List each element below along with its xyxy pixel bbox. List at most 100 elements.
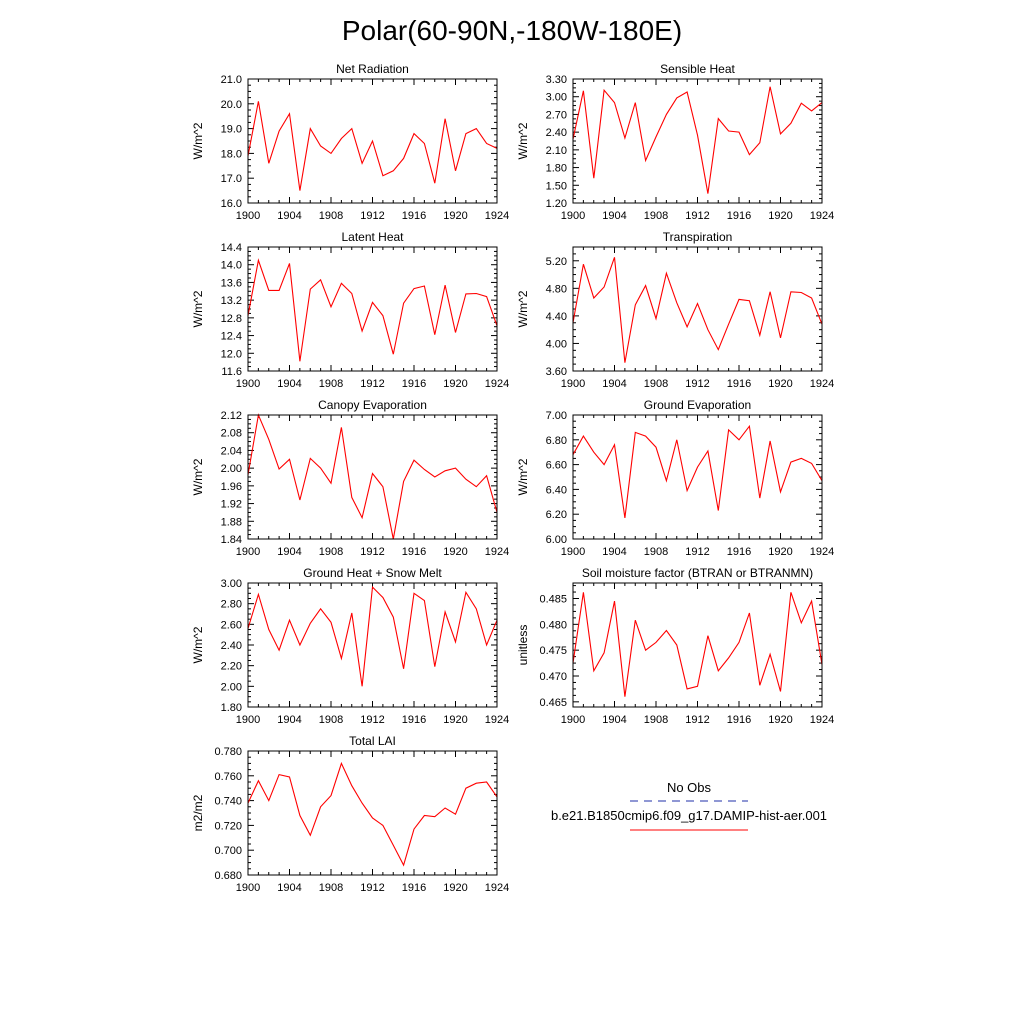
y-axis-label: W/m^2	[516, 290, 530, 327]
plot-frame	[572, 78, 823, 204]
plot-frame	[247, 246, 498, 372]
legend-label-obs: No Obs	[667, 780, 712, 795]
x-tick-label: 1912	[685, 714, 709, 726]
panel-1: Net Radiation W/m^2 1900 1904 1908 1912 1916 19…	[191, 62, 509, 222]
y-tick-label: 0.780	[214, 746, 242, 758]
y-tick-label: 0.760	[214, 771, 242, 783]
y-tick-label: 6.80	[546, 435, 567, 447]
y-tick-label: 3.00	[221, 578, 242, 590]
y-axis-label: W/m^2	[516, 122, 530, 159]
x-tick-label: 1912	[360, 882, 384, 894]
y-tick-label: 6.20	[546, 509, 567, 521]
y-tick-label: 2.80	[221, 599, 242, 611]
y-tick-label: 19.0	[221, 124, 242, 136]
series-line	[572, 257, 823, 363]
y-tick-label: 2.40	[221, 640, 242, 652]
panel-title: Ground Evaporation	[644, 398, 751, 412]
y-axis-label: W/m^2	[191, 458, 205, 495]
x-tick-label: 1908	[319, 210, 343, 222]
y-tick-label: 0.475	[539, 645, 567, 657]
x-tick-label: 1924	[485, 882, 509, 894]
y-tick-label: 0.465	[539, 697, 567, 709]
x-tick-label: 1916	[727, 210, 751, 222]
x-tick-label: 1912	[685, 210, 709, 222]
y-tick-label: 4.40	[546, 311, 567, 323]
panel-5: Canopy Evaporation W/m^2 1900 1904 1908 1912 1…	[191, 398, 509, 558]
y-axis-label: unitless	[516, 625, 530, 666]
y-tick-label: 3.30	[546, 74, 567, 86]
x-tick-label: 1920	[443, 882, 467, 894]
y-tick-label: 1.80	[546, 163, 567, 175]
x-tick-label: 1916	[402, 378, 426, 390]
y-tick-label: 21.0	[221, 74, 242, 86]
x-tick-label: 1908	[644, 378, 668, 390]
x-tick-label: 1916	[727, 714, 751, 726]
x-tick-label: 1924	[810, 714, 834, 726]
x-tick-label: 1908	[644, 546, 668, 558]
x-tick-label: 1900	[236, 882, 260, 894]
x-tick-label: 1912	[685, 378, 709, 390]
y-tick-label: 11.6	[221, 366, 242, 378]
panel-2: Sensible Heat W/m^2 1900 1904 1908 1912 1916 19…	[516, 62, 834, 222]
x-tick-label: 1900	[561, 210, 585, 222]
x-tick-label: 1908	[644, 210, 668, 222]
y-tick-label: 18.0	[221, 148, 242, 160]
x-tick-label: 1916	[402, 714, 426, 726]
y-tick-label: 0.485	[539, 594, 567, 606]
series-line	[247, 761, 498, 867]
x-tick-label: 1900	[561, 378, 585, 390]
y-axis-label: W/m^2	[191, 626, 205, 663]
y-tick-label: 0.740	[214, 796, 242, 808]
panel-title: Transpiration	[663, 230, 733, 244]
x-tick-label: 1920	[443, 546, 467, 558]
panel-3: Latent Heat W/m^2 1900 1904 1908 1912 1916 1920…	[191, 230, 509, 390]
panel-9: Total LAI m2/m2 1900 1904 1908 1912 1916 1920 19…	[191, 734, 509, 894]
y-tick-label: 2.10	[546, 145, 567, 157]
series-line	[247, 585, 498, 687]
y-tick-label: 2.40	[546, 127, 567, 139]
y-tick-label: 7.00	[546, 410, 567, 422]
x-tick-label: 1920	[768, 714, 792, 726]
x-tick-label: 1920	[768, 210, 792, 222]
series-line	[572, 424, 823, 518]
plot-frame	[572, 582, 823, 708]
y-tick-label: 0.700	[214, 845, 242, 857]
y-tick-label: 0.480	[539, 619, 567, 631]
x-tick-label: 1908	[319, 882, 343, 894]
series-line	[247, 101, 498, 191]
x-tick-label: 1904	[602, 210, 626, 222]
x-tick-label: 1904	[277, 210, 301, 222]
y-tick-label: 1.88	[221, 516, 242, 528]
y-tick-label: 2.00	[221, 463, 242, 475]
x-tick-label: 1916	[402, 546, 426, 558]
y-tick-label: 2.60	[221, 619, 242, 631]
x-tick-label: 1920	[443, 714, 467, 726]
panel-7: Ground Heat + Snow Melt W/m^2 1900 1904 1908…	[191, 566, 509, 726]
plot-frame	[247, 750, 498, 876]
y-tick-label: 1.50	[546, 180, 567, 192]
legend-label-model: b.e21.B1850cmip6.f09_g17.DAMIP-hist-aer.…	[551, 808, 827, 823]
panels-group: Net Radiation W/m^2 1900 1904 1908 1912 1916 19…	[191, 62, 834, 894]
x-tick-label: 1920	[443, 210, 467, 222]
plot-frame	[247, 582, 498, 708]
x-tick-label: 1912	[360, 546, 384, 558]
x-tick-label: 1904	[277, 546, 301, 558]
y-tick-label: 4.00	[546, 338, 567, 350]
panel-title: Latent Heat	[341, 230, 404, 244]
y-tick-label: 1.96	[221, 481, 242, 493]
y-tick-label: 2.20	[221, 661, 242, 673]
y-tick-label: 13.2	[221, 295, 242, 307]
x-tick-label: 1912	[360, 714, 384, 726]
panel-title: Canopy Evaporation	[318, 398, 427, 412]
y-tick-label: 6.00	[546, 534, 567, 546]
panel-4: Transpiration W/m^2 1900 1904 1908 1912 1916 19…	[516, 230, 834, 390]
x-tick-label: 1924	[485, 546, 509, 558]
x-tick-label: 1920	[768, 546, 792, 558]
x-tick-label: 1908	[319, 714, 343, 726]
plot-frame	[572, 246, 823, 372]
x-tick-label: 1912	[685, 546, 709, 558]
panel-title: Sensible Heat	[660, 62, 735, 76]
x-tick-label: 1916	[727, 378, 751, 390]
y-tick-label: 13.6	[221, 277, 242, 289]
